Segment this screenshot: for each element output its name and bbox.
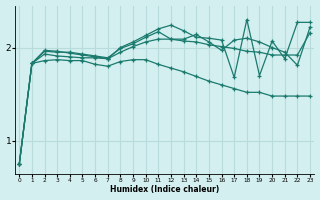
- X-axis label: Humidex (Indice chaleur): Humidex (Indice chaleur): [110, 185, 219, 194]
